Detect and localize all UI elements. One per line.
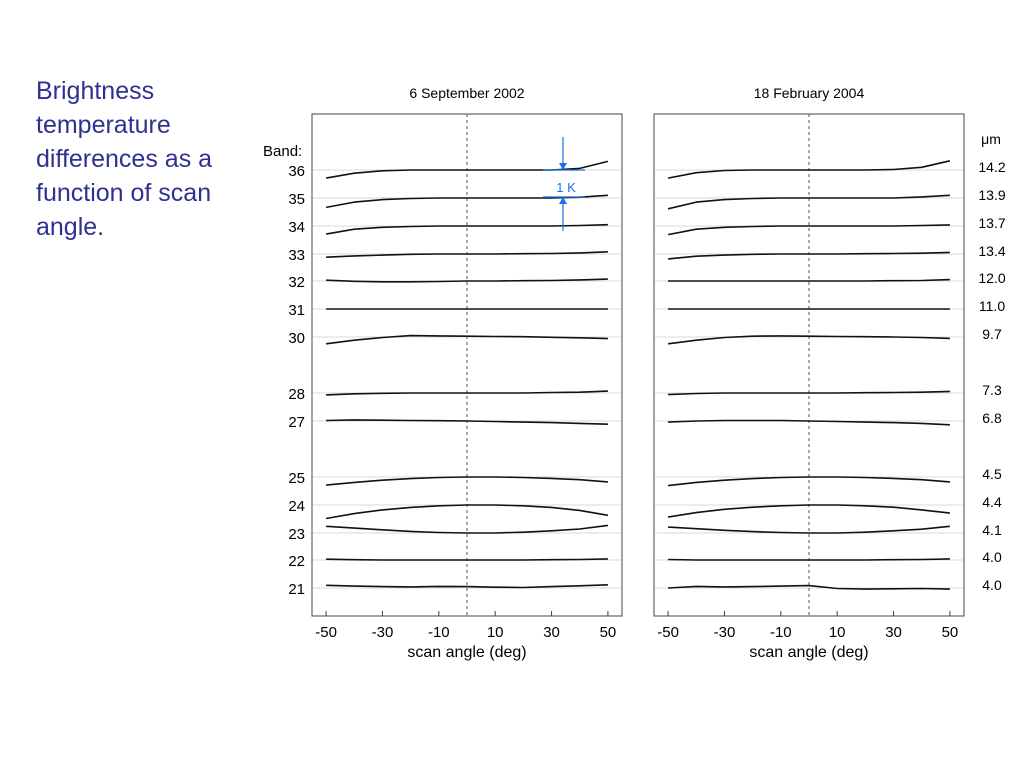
series-band-35 <box>325 194 608 209</box>
wavelength-label: 4.1 <box>982 522 1002 538</box>
series-band-34 <box>325 223 608 235</box>
scale-arrow-up-head <box>559 197 567 204</box>
x-tick-label: 30 <box>543 624 560 641</box>
x-tick-label: -10 <box>428 624 450 641</box>
series-band-21 <box>326 584 608 589</box>
series-band-32 <box>668 278 950 282</box>
x-tick-label: -50 <box>315 624 337 641</box>
series-band-35 <box>667 194 950 210</box>
series-band-28 <box>668 390 950 396</box>
scale-arrow-down-head <box>559 163 567 170</box>
series-band-27 <box>668 419 950 426</box>
series-band-25 <box>326 476 608 486</box>
series-band-25 <box>668 476 950 487</box>
x-tick-label: 10 <box>487 624 504 641</box>
x-tick-label: -10 <box>770 624 792 641</box>
band-label-22: 22 <box>288 553 305 570</box>
wavelength-label: 14.2 <box>978 159 1005 175</box>
x-axis-label: scan angle (deg) <box>407 644 526 661</box>
panel-title-2: 18 February 2004 <box>754 85 865 101</box>
wavelength-label: 13.9 <box>978 187 1005 203</box>
wavelength-label: 7.3 <box>982 382 1002 398</box>
series-band-32 <box>326 278 608 283</box>
band-label-34: 34 <box>288 219 305 236</box>
wavelength-label: 4.0 <box>982 549 1002 565</box>
series-band-22 <box>668 558 950 561</box>
x-tick-label: 50 <box>942 624 959 641</box>
band-header: Band: <box>263 143 302 160</box>
wavelength-label: 13.4 <box>978 243 1005 259</box>
band-label-23: 23 <box>288 526 305 543</box>
series-band-24 <box>325 504 609 520</box>
band-label-27: 27 <box>288 414 305 431</box>
series-band-30 <box>667 335 950 345</box>
band-label-31: 31 <box>288 302 305 319</box>
band-label-32: 32 <box>288 274 305 291</box>
series-band-30 <box>325 334 608 345</box>
band-label-35: 35 <box>288 191 305 208</box>
band-label-21: 21 <box>288 581 305 598</box>
series-band-34 <box>667 224 950 236</box>
band-label-24: 24 <box>288 498 305 515</box>
wavelength-label: 4.5 <box>982 466 1002 482</box>
series-band-22 <box>326 558 608 561</box>
series-band-24 <box>667 504 950 518</box>
band-label-28: 28 <box>288 386 305 403</box>
band-label-25: 25 <box>288 470 305 487</box>
wavelength-label: 11.0 <box>979 298 1005 314</box>
series-band-33 <box>668 251 950 260</box>
unit-header: μm <box>981 131 1001 147</box>
series-band-36 <box>667 160 951 179</box>
band-label-30: 30 <box>288 330 305 347</box>
series-band-21 <box>668 584 950 590</box>
series-band-27 <box>326 419 608 425</box>
x-axis-label: scan angle (deg) <box>749 644 868 661</box>
x-tick-label: -30 <box>372 624 394 641</box>
series-band-33 <box>326 251 608 258</box>
wavelength-label: 6.8 <box>982 410 1002 426</box>
scale-bar-label: 1 K <box>556 180 576 195</box>
x-tick-label: 30 <box>885 624 902 641</box>
x-tick-label: -50 <box>657 624 679 641</box>
slide-caption: Brightness temperature differences as a … <box>36 77 213 241</box>
wavelength-label: 12.0 <box>978 270 1005 286</box>
x-tick-label: 10 <box>829 624 846 641</box>
wavelength-label: 9.7 <box>982 326 1002 342</box>
wavelength-label: 4.0 <box>982 577 1002 593</box>
series-band-23 <box>326 524 609 534</box>
x-tick-label: 50 <box>600 624 617 641</box>
wavelength-label: 13.7 <box>978 215 1005 231</box>
panel-title-1: 6 September 2002 <box>409 85 524 101</box>
band-label-36: 36 <box>288 163 305 180</box>
series-band-28 <box>326 390 608 396</box>
band-label-33: 33 <box>288 247 305 264</box>
wavelength-label: 4.4 <box>982 494 1002 510</box>
series-band-23 <box>668 525 950 534</box>
x-tick-label: -30 <box>714 624 736 641</box>
